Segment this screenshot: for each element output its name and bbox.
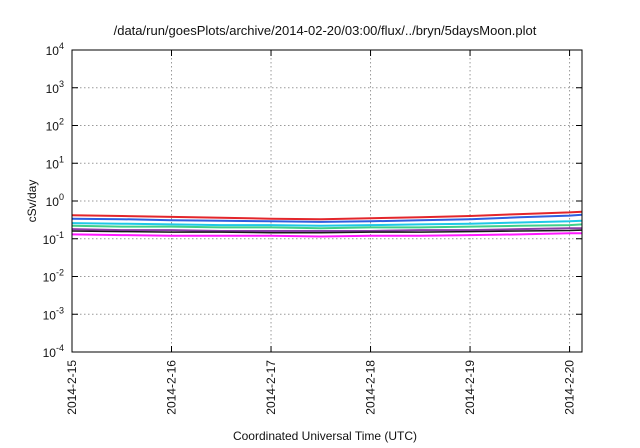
- y-tick-label: 10-1: [43, 230, 64, 247]
- ticks: [71, 49, 582, 353]
- y-tick-exponent: 4: [59, 41, 64, 51]
- x-tick-label: 2014-2-15: [65, 360, 79, 415]
- y-tick-label: 101: [46, 154, 64, 171]
- y-tick-label: 100: [46, 192, 64, 209]
- x-tick-label: 2014-2-16: [165, 360, 179, 415]
- y-tick-label: 103: [46, 79, 64, 96]
- y-tick-base: 10: [46, 120, 60, 134]
- y-tick-label: 10-2: [43, 268, 64, 285]
- y-tick-base: 10: [43, 346, 57, 360]
- y-tick-base: 10: [46, 195, 60, 209]
- y-tick-exponent: -3: [56, 305, 64, 315]
- y-tick-exponent: -2: [56, 268, 64, 278]
- y-tick-label: 10-3: [43, 305, 64, 322]
- x-tick-labels: 2014-2-15 2014-2-16 2014-2-17 2014-2-18 2014…: [65, 360, 577, 415]
- series-line-5: [71, 227, 582, 232]
- chart-title: /data/run/goesPlots/archive/2014-02-20/0…: [114, 23, 537, 38]
- series-line-1: [71, 210, 583, 221]
- y-tick-exponent: 2: [59, 117, 64, 127]
- y-tick-exponent: 1: [59, 154, 64, 164]
- y-tick-label: 10-4: [43, 343, 64, 360]
- series-group: [71, 210, 583, 238]
- y-tick-exponent: 3: [59, 79, 64, 89]
- series-line-3: [71, 219, 583, 227]
- y-tick-base: 10: [46, 82, 60, 96]
- x-tick-label: 2014-2-18: [364, 360, 378, 415]
- series-line-4: [71, 223, 583, 230]
- y-tick-label: 102: [46, 117, 64, 134]
- x-tick-label: 2014-2-17: [264, 360, 278, 415]
- y-tick-exponent: 0: [59, 192, 64, 202]
- series-line-7: [71, 232, 582, 238]
- y-tick-exponent: -4: [56, 343, 64, 353]
- y-tick-base: 10: [46, 44, 60, 58]
- y-axis-label: cSv/day: [25, 180, 39, 223]
- y-tick-base: 10: [43, 233, 57, 247]
- grid: [71, 49, 582, 353]
- x-axis-label: Coordinated Universal Time (UTC): [233, 429, 417, 443]
- x-tick-label: 2014-2-20: [563, 360, 577, 415]
- y-tick-label: 104: [46, 41, 64, 58]
- series-line-6: [71, 229, 583, 234]
- x-tick-label: 2014-2-19: [463, 360, 477, 415]
- y-tick-exponent: -1: [56, 230, 64, 240]
- series-line-2: [71, 213, 583, 223]
- y-tick-base: 10: [43, 308, 57, 322]
- y-tick-base: 10: [46, 157, 60, 171]
- y-tick-base: 10: [43, 271, 57, 285]
